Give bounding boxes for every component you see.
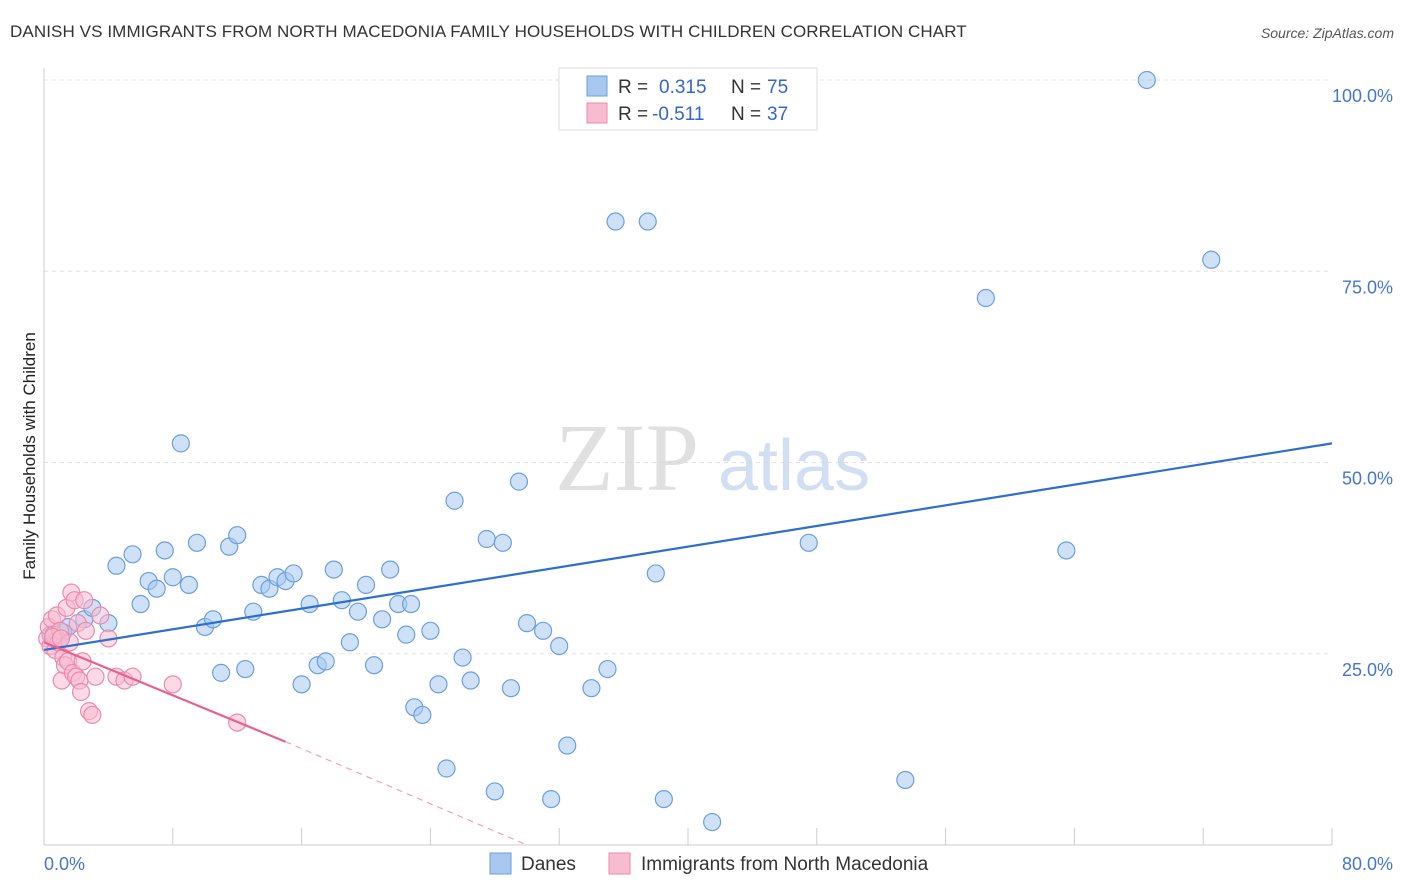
danes-point-37 xyxy=(356,575,376,595)
danes-point-54 xyxy=(501,679,520,698)
chart-source: Source: ZipAtlas.com xyxy=(1260,25,1394,41)
legend-bottom-label-danes: Danes xyxy=(521,854,576,875)
danes-point-7 xyxy=(107,556,126,575)
legend-n-label-macedonia: N = xyxy=(731,104,761,125)
danes-point-32 xyxy=(316,652,335,671)
legend-swatch-macedonia xyxy=(586,102,608,124)
legend-bottom: Danes Immigrants from North Macedonia xyxy=(489,852,929,875)
y-tick-label-100: 100.0% xyxy=(1332,86,1393,106)
danes-point-14 xyxy=(171,434,190,453)
danes-point-52 xyxy=(485,782,504,801)
legend-r-value-danes: 0.315 xyxy=(659,77,707,98)
legend-bottom-label-macedonia: Immigrants from North Macedonia xyxy=(641,854,929,875)
danes-point-9 xyxy=(131,594,150,614)
danes-point-29 xyxy=(292,675,311,694)
danes-point-46 xyxy=(429,675,448,694)
danes-point-40 xyxy=(381,560,400,579)
danes-point-47 xyxy=(437,759,456,778)
danes-point-72 xyxy=(1137,70,1156,90)
macedonia-point-36 xyxy=(51,629,71,648)
danes-point-68 xyxy=(799,533,818,552)
y-tick-labels: 25.0% 50.0% 75.0% 100.0% xyxy=(1332,86,1393,680)
danes-point-57 xyxy=(533,621,553,640)
danes-point-56 xyxy=(517,614,537,633)
danes-point-42 xyxy=(397,625,416,644)
danes-point-39 xyxy=(373,610,392,629)
danes-point-66 xyxy=(654,789,673,809)
danes-point-30 xyxy=(300,594,319,614)
legend-r-value-macedonia: -0.511 xyxy=(652,104,704,125)
danes-point-16 xyxy=(187,533,207,552)
macedonia-point-28 xyxy=(91,606,110,625)
danes-point-58 xyxy=(542,789,561,809)
y-tick-label-50: 50.0% xyxy=(1342,469,1393,489)
danes-point-62 xyxy=(598,659,617,679)
danes-point-44 xyxy=(413,705,432,725)
danes-point-67 xyxy=(703,812,722,832)
danes-point-50 xyxy=(461,671,480,690)
danes-point-11 xyxy=(147,579,166,598)
y-tick-label-75: 75.0% xyxy=(1342,277,1393,297)
legend-swatch-danes xyxy=(586,75,608,97)
macedonia-point-26 xyxy=(83,705,102,725)
danes-trendline xyxy=(43,442,1333,652)
legend-n-value-macedonia: 37 xyxy=(767,104,788,125)
x-tick-label-max: 80.0% xyxy=(1342,854,1393,874)
danes-point-61 xyxy=(582,679,601,698)
macedonia-point-33 xyxy=(163,675,182,694)
danes-point-22 xyxy=(236,659,255,679)
danes-point-69 xyxy=(896,770,915,790)
danes-point-36 xyxy=(348,602,368,621)
x-tick-label-min: 0.0% xyxy=(44,854,85,874)
danes-point-60 xyxy=(558,736,577,755)
danes-point-28 xyxy=(284,564,303,583)
danes-point-15 xyxy=(179,575,198,595)
legend-bottom-swatch-macedonia xyxy=(608,852,631,875)
danes-point-19 xyxy=(212,663,231,682)
danes-point-65 xyxy=(646,564,665,583)
chart-title: DANISH VS IMMIGRANTS FROM NORTH MACEDONI… xyxy=(10,22,967,41)
danes-point-49 xyxy=(453,648,472,667)
danes-point-70 xyxy=(976,288,995,308)
macedonia-point-27 xyxy=(86,667,105,686)
watermark-zip: ZIP xyxy=(555,404,699,511)
danes-point-63 xyxy=(606,212,625,231)
danes-point-48 xyxy=(445,491,464,510)
danes-point-8 xyxy=(123,545,142,564)
danes-point-21 xyxy=(228,526,247,545)
legend-bottom-swatch-danes xyxy=(489,852,512,875)
danes-point-13 xyxy=(163,568,182,587)
danes-point-45 xyxy=(421,621,440,640)
danes-point-73 xyxy=(1202,250,1221,269)
x-ticks xyxy=(43,828,1333,845)
danes-point-74 xyxy=(401,594,421,614)
danes-point-55 xyxy=(509,472,529,491)
danes-point-71 xyxy=(1057,541,1076,560)
y-tick-label-25: 25.0% xyxy=(1342,660,1393,680)
macedonia-point-21 xyxy=(71,682,91,702)
danes-point-12 xyxy=(155,541,174,560)
danes-point-38 xyxy=(364,656,384,675)
gridlines xyxy=(44,79,1332,655)
legend-r-label-macedonia: R = xyxy=(618,104,648,125)
legend-top: R = 0.315 N = 75 R = -0.511 N = 37 xyxy=(558,67,818,131)
danes-point-35 xyxy=(340,633,359,652)
legend-n-value-danes: 75 xyxy=(767,77,788,98)
legend-r-label-danes: R = xyxy=(618,77,648,98)
watermark-atlas: atlas xyxy=(718,426,870,506)
danes-point-51 xyxy=(477,529,496,549)
danes-point-64 xyxy=(638,212,657,231)
macedonia-trendline xyxy=(43,641,286,743)
macedonia-point-23 xyxy=(75,591,94,610)
danes-point-33 xyxy=(324,560,343,579)
legend-n-label-danes: N = xyxy=(731,77,761,98)
macedonia-point-24 xyxy=(76,621,95,640)
y-axis-title: Family Households with Children xyxy=(20,332,39,580)
danes-point-53 xyxy=(493,533,512,552)
watermark: ZIP atlas xyxy=(555,404,870,511)
danes-point-59 xyxy=(550,636,569,656)
danes-point-18 xyxy=(203,610,223,629)
trendlines xyxy=(43,442,1333,846)
